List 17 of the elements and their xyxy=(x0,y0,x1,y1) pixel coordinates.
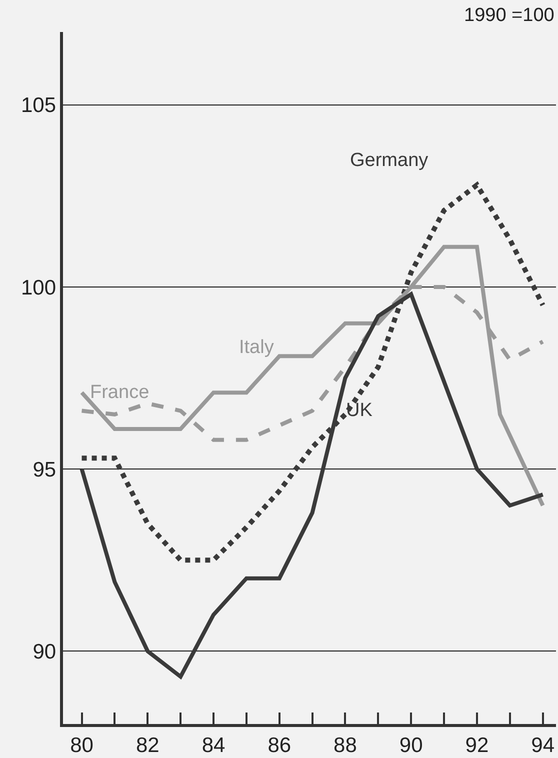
x-tick-label: 80 xyxy=(70,734,94,757)
x-tick-label: 94 xyxy=(531,734,555,757)
x-tick-label: 88 xyxy=(334,734,357,757)
y-tick-label: 90 xyxy=(32,640,56,664)
y-tick-label: 100 xyxy=(21,276,56,300)
line-series xyxy=(80,244,545,508)
text: 1990 =100 xyxy=(464,5,554,26)
y-tick-label: 95 xyxy=(32,458,56,482)
x-tick-label: 82 xyxy=(136,734,160,757)
text: Germany xyxy=(350,150,429,171)
x-tick-label: 92 xyxy=(465,734,489,757)
series-label: Italy xyxy=(239,337,274,358)
x-tick-label: 84 xyxy=(202,734,226,757)
x-tick-label: 90 xyxy=(399,734,423,757)
y-tick-label: 105 xyxy=(21,94,56,118)
series-label: France xyxy=(90,382,150,403)
x-tick-label: 86 xyxy=(268,734,292,757)
